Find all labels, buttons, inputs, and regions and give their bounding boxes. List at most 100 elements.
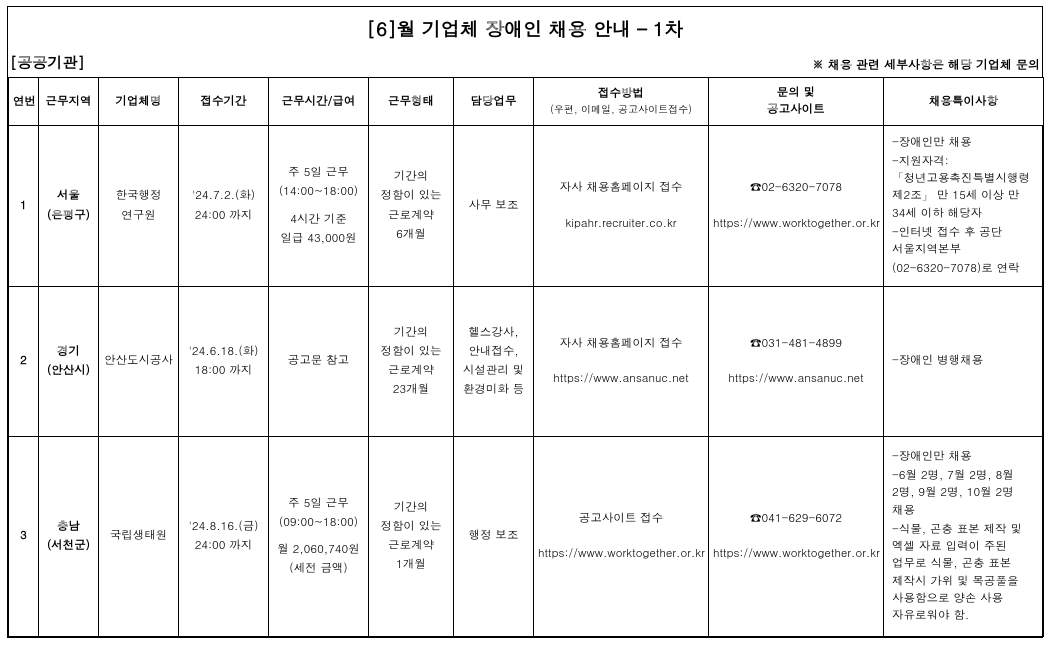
- cell-worktype: 기간의 정함이 있는 근로계약 1개월: [369, 436, 454, 636]
- work-l2: (09:00~18:00): [273, 514, 364, 531]
- company-l1: 안산도시공사: [103, 352, 174, 369]
- type-l4: 1개월: [373, 556, 449, 573]
- note-c: -인터넷 접수 후 공단 서울지역본부: [892, 224, 1039, 259]
- cell-area: 충남 (서천군): [39, 436, 99, 636]
- type-l2: 정함이 있는: [373, 187, 449, 204]
- cell-company: 안산도시공사: [99, 286, 179, 436]
- page-title: [6]월 기업체 장애인 채용 안내 – 1차: [8, 7, 1042, 52]
- area-l2: (안산시): [43, 362, 94, 379]
- work-l3: 월 2,060,740원: [273, 541, 364, 558]
- type-l4: 6개월: [373, 226, 449, 243]
- work-l1: 주 5일 근무: [273, 495, 364, 512]
- cell-area: 경기 (안산시): [39, 286, 99, 436]
- job-l3: 시설관리 및: [458, 362, 529, 379]
- contact-l1: ☎041-629-6072: [713, 510, 879, 527]
- cell-area: 서울 (은평구): [39, 125, 99, 286]
- work-l1: 공고문 참고: [273, 352, 364, 369]
- contact-l1: ☎02-6320-7078: [713, 179, 879, 196]
- period-l1: '24.8.16.(금): [183, 518, 264, 535]
- cell-period: '24.6.18.(화) 18:00 까지: [179, 286, 269, 436]
- type-l1: 기간의: [373, 324, 449, 341]
- work-l4: (세전 금액): [273, 560, 364, 577]
- note-b: -6월 2명, 7월 2명, 8월 2명, 9월 2명, 10월 2명 채용: [892, 467, 1039, 519]
- th-job: 담당업무: [454, 78, 534, 126]
- apply-l2: https://www.worktogether.or.kr: [538, 545, 704, 562]
- note-a: -장애인만 채용: [892, 134, 1039, 151]
- jobs-table: 연번 근무지역 기업체명 접수기간 근무시간/급여 근무형태 담당업무 접수방법…: [8, 77, 1044, 637]
- work-l4: 일급 43,000원: [273, 230, 364, 247]
- contact-l1: ☎031-481-4899: [713, 335, 879, 352]
- table-row: 3 충남 (서천군) 국립생태원 '24.8.16.(금) 24:00 까지 주…: [9, 436, 1044, 636]
- period-l1: '24.7.2.(화): [183, 187, 264, 204]
- th-contact: 문의 및 공고사이트: [709, 78, 884, 126]
- cell-apply: 자사 채용홈페이지 접수 kipahr.recruiter.co.kr: [534, 125, 709, 286]
- company-l2: 연구원: [103, 207, 174, 224]
- period-l2: 24:00 까지: [183, 207, 264, 224]
- job-l4: 환경미화 등: [458, 381, 529, 398]
- period-l1: '24.6.18.(화): [183, 343, 264, 360]
- cell-no: 3: [9, 436, 39, 636]
- work-l1: 주 5일 근무: [273, 164, 364, 181]
- area-l1: 서울: [43, 187, 94, 204]
- type-l1: 기간의: [373, 168, 449, 185]
- note-a: -장애인만 채용: [892, 448, 1039, 465]
- company-l1: 한국행정: [103, 187, 174, 204]
- apply-l1: 자사 채용홈페이지 접수: [538, 179, 704, 196]
- period-l2: 18:00 까지: [183, 362, 264, 379]
- cell-job: 사무 보조: [454, 125, 534, 286]
- cell-worktype: 기간의 정함이 있는 근로계약 6개월: [369, 125, 454, 286]
- period-l2: 24:00 까지: [183, 537, 264, 554]
- job-l1: 헬스강사,: [458, 324, 529, 341]
- area-l1: 경기: [43, 343, 94, 360]
- table-header-row: 연번 근무지역 기업체명 접수기간 근무시간/급여 근무형태 담당업무 접수방법…: [9, 78, 1044, 126]
- subhead-row: [공공기관] ※ 채용 관련 세부사항은 해당 기업체 문의: [8, 52, 1042, 77]
- work-l3: 4시간 기준: [273, 211, 364, 228]
- area-l2: (서천군): [43, 537, 94, 554]
- cell-notes: -장애인만 채용 -지원자격: 「청년고용촉진특별시행령 제2조」 만 15세 …: [884, 125, 1044, 286]
- contact-l2: https://www.worktogether.or.kr: [713, 215, 879, 232]
- section-label: [공공기관]: [10, 52, 85, 73]
- area-l1: 충남: [43, 518, 94, 535]
- cell-contact: ☎041-629-6072 https://www.worktogether.o…: [709, 436, 884, 636]
- cell-notes: -장애인만 채용 -6월 2명, 7월 2명, 8월 2명, 9월 2명, 10…: [884, 436, 1044, 636]
- cell-company: 국립생태원: [99, 436, 179, 636]
- footnote-right: ※ 채용 관련 세부사항은 해당 기업체 문의: [812, 56, 1040, 73]
- work-l2: (14:00~18:00): [273, 183, 364, 200]
- note-c: -식물, 곤충 표본 제작 및 엑셀 자료 입력이 주된 업무로 식물, 곤충 …: [892, 521, 1039, 625]
- type-l3: 근로계약: [373, 207, 449, 224]
- th-area: 근무지역: [39, 78, 99, 126]
- area-l2: (은평구): [43, 207, 94, 224]
- th-worktype: 근무형태: [369, 78, 454, 126]
- apply-l1: 자사 채용홈페이지 접수: [538, 335, 704, 352]
- th-apply-sub: (우편, 이메일, 공고사이트접수): [538, 102, 704, 117]
- apply-l2: https://www.ansanuc.net: [538, 370, 704, 387]
- cell-contact: ☎031-481-4899 https://www.ansanuc.net: [709, 286, 884, 436]
- type-l4: 23개월: [373, 381, 449, 398]
- cell-worktype: 기간의 정함이 있는 근로계약 23개월: [369, 286, 454, 436]
- cell-company: 한국행정 연구원: [99, 125, 179, 286]
- type-l1: 기간의: [373, 499, 449, 516]
- th-no: 연번: [9, 78, 39, 126]
- table-row: 1 서울 (은평구) 한국행정 연구원 '24.7.2.(화) 24:00 까지…: [9, 125, 1044, 286]
- th-company: 기업체명: [99, 78, 179, 126]
- th-period: 접수기간: [179, 78, 269, 126]
- th-apply-label: 접수방법: [598, 85, 644, 101]
- company-l1: 국립생태원: [103, 527, 174, 544]
- th-apply: 접수방법 (우편, 이메일, 공고사이트접수): [534, 78, 709, 126]
- cell-apply: 자사 채용홈페이지 접수 https://www.ansanuc.net: [534, 286, 709, 436]
- note-d: (02-6320-7078)로 연락: [892, 260, 1039, 277]
- cell-no: 1: [9, 125, 39, 286]
- type-l3: 근로계약: [373, 362, 449, 379]
- table-row: 2 경기 (안산시) 안산도시공사 '24.6.18.(화) 18:00 까지 …: [9, 286, 1044, 436]
- cell-no: 2: [9, 286, 39, 436]
- apply-l1: 공고사이트 접수: [538, 510, 704, 527]
- th-worktime: 근무시간/급여: [269, 78, 369, 126]
- job-l2: 안내접수,: [458, 343, 529, 360]
- cell-contact: ☎02-6320-7078 https://www.worktogether.o…: [709, 125, 884, 286]
- cell-period: '24.8.16.(금) 24:00 까지: [179, 436, 269, 636]
- contact-l2: https://www.ansanuc.net: [713, 370, 879, 387]
- contact-l2: https://www.worktogether.or.kr: [713, 545, 879, 562]
- type-l3: 근로계약: [373, 537, 449, 554]
- th-contact-l2: 공고사이트: [767, 101, 825, 117]
- cell-job: 행정 보조: [454, 436, 534, 636]
